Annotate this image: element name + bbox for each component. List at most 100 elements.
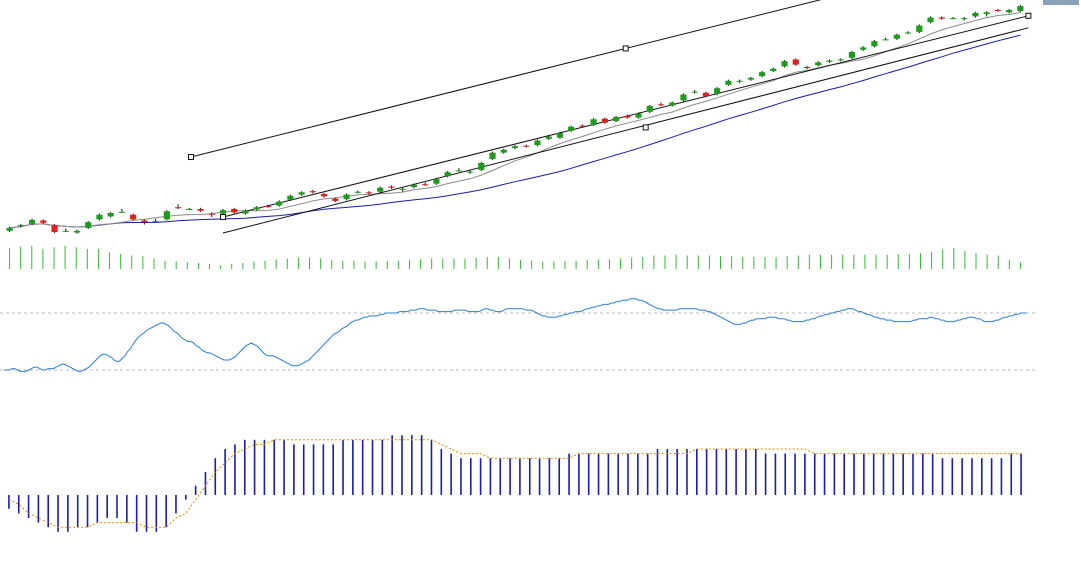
candle-body (949, 18, 957, 20)
candle-body (523, 145, 530, 147)
candle-body (657, 104, 665, 106)
candle-body (174, 207, 182, 209)
candle-body (410, 184, 418, 188)
candle-body (152, 221, 159, 223)
candle-body (927, 17, 934, 23)
candle-body (388, 186, 395, 188)
candle-body (646, 106, 653, 112)
candle-body (253, 207, 260, 210)
candle-body (298, 192, 305, 195)
candle-body (96, 214, 103, 220)
candle-body (837, 59, 844, 61)
price-panel (6, 0, 1032, 234)
candle-body (916, 25, 923, 32)
candle-body (377, 187, 384, 192)
candle-body (747, 77, 754, 80)
candle-body (264, 206, 272, 208)
candle-body (826, 60, 833, 62)
candle-body (354, 191, 361, 193)
candle-body (904, 32, 912, 34)
channel-handle (642, 124, 649, 131)
candle-body (848, 52, 856, 58)
candle-body (758, 72, 766, 77)
candle-body (590, 119, 597, 126)
candle-body (399, 188, 406, 190)
candle-body (500, 149, 507, 153)
candle-body (725, 80, 732, 85)
candle-body (511, 146, 519, 149)
candle-body (669, 102, 676, 106)
ma-slow-line (9, 34, 1021, 229)
candle-body (781, 61, 788, 67)
candle-body (197, 208, 204, 211)
candle-body (186, 208, 193, 210)
channel-handle (220, 214, 226, 221)
candle-body (130, 214, 137, 220)
candle-body (635, 113, 642, 118)
candle-body (714, 88, 721, 94)
candle-body (478, 162, 485, 170)
candle-body (332, 198, 339, 201)
candle-body (871, 41, 878, 47)
candle-body (792, 59, 799, 65)
candle-body (466, 171, 474, 173)
oscillator-line (4, 298, 1026, 372)
candle-body (612, 116, 620, 122)
candle-body (1017, 6, 1024, 12)
candle-body (107, 213, 114, 217)
candle-body (85, 222, 92, 228)
candle-body (961, 18, 968, 20)
candle-body (309, 191, 316, 193)
candle-body (579, 125, 586, 127)
candle-body (73, 230, 81, 233)
candle-body (231, 208, 238, 213)
candle-body (320, 194, 328, 197)
candle-body (219, 210, 227, 214)
candle-body (893, 34, 900, 39)
candle-body (601, 118, 608, 123)
candle-body (803, 66, 811, 68)
candle-body (1006, 10, 1013, 13)
macd-panel (8, 435, 1022, 532)
candle-body (433, 179, 440, 184)
candle-body (62, 230, 69, 232)
channel-handle (188, 154, 194, 161)
ma-fast-line (9, 12, 1021, 229)
candle-body (624, 115, 631, 118)
candle-body (938, 17, 945, 19)
candle-body (343, 194, 350, 200)
candle-body (141, 220, 148, 223)
candle-body (680, 94, 687, 101)
candle-body (882, 39, 889, 41)
candle-body (51, 225, 58, 232)
macd-signal-line (8, 439, 1022, 528)
candle-body (6, 227, 13, 231)
candle-body (568, 126, 575, 131)
channel-upper-line (190, 0, 822, 158)
candle-body (736, 80, 743, 82)
candle-body (860, 47, 867, 50)
candle-body (994, 10, 1002, 12)
candle-body (40, 220, 47, 223)
candle-body (422, 184, 429, 186)
candle-body (17, 225, 24, 227)
channel-handle (622, 45, 629, 52)
candle-body (489, 152, 496, 159)
candle-body (242, 210, 249, 214)
candle-body (276, 201, 283, 206)
candle-body (365, 192, 373, 194)
candle-body (28, 219, 36, 224)
channel-mid-line (222, 27, 1029, 234)
candle-body (545, 136, 552, 139)
candle-body (444, 172, 451, 177)
candle-body (770, 68, 777, 71)
candle-body (815, 62, 822, 66)
candle-body (208, 213, 215, 215)
candle-body (691, 91, 698, 93)
candle-body (556, 133, 564, 138)
candle-body (972, 12, 979, 17)
channel-handle (1025, 12, 1032, 19)
oscillator-panel (0, 298, 1035, 372)
